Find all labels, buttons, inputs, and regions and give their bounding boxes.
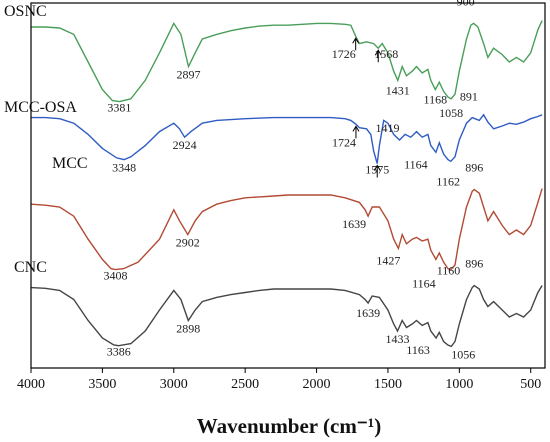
peak-label: 1163 xyxy=(406,343,430,357)
peak-label: 3408 xyxy=(104,269,128,283)
x-tick-label: 500 xyxy=(520,377,541,392)
peak-label: 1431 xyxy=(386,83,410,97)
x-axis: 4000 3500 3000 2500 2000 1500 1000 500 xyxy=(17,2,546,392)
series-label: OSNC xyxy=(4,3,47,20)
series-line xyxy=(31,113,543,164)
peak-label: 900 xyxy=(457,0,475,8)
series-label: MCC xyxy=(52,155,88,172)
peak-label: 1639 xyxy=(342,217,366,231)
peak-label: 1164 xyxy=(404,157,428,171)
peak-label: 2897 xyxy=(177,68,201,82)
x-tick-label: 1000 xyxy=(445,377,473,392)
peak-arrow xyxy=(352,125,360,139)
peak-label: 896 xyxy=(465,257,483,271)
peak-arrow xyxy=(352,37,360,51)
series-line xyxy=(30,284,543,348)
peak-label: 3348 xyxy=(112,161,136,175)
peak-label: 3381 xyxy=(107,101,131,115)
peak-label: 1160 xyxy=(437,263,461,277)
x-tick-label: 3000 xyxy=(160,377,188,392)
x-tick-label: 3500 xyxy=(88,377,116,392)
peak-label: 1162 xyxy=(436,175,460,189)
peak-label: 1058 xyxy=(439,106,463,120)
peak-label: 1726 xyxy=(332,47,356,61)
x-tick-label: 1500 xyxy=(374,377,402,392)
peak-label: 2902 xyxy=(176,236,200,250)
x-tick-label: 4000 xyxy=(17,377,45,392)
series-line xyxy=(31,20,543,103)
peak-label: 1639 xyxy=(356,306,380,320)
peak-label: 1433 xyxy=(386,332,410,346)
peak-label: 1419 xyxy=(376,121,400,135)
peak-label: 3386 xyxy=(107,345,131,359)
plot-frame xyxy=(30,2,546,369)
peak-label: 1427 xyxy=(376,253,400,267)
peak-label: 2898 xyxy=(176,322,200,336)
peak-label: 891 xyxy=(460,90,478,104)
peak-label: 1724 xyxy=(332,135,356,149)
peak-arrow xyxy=(373,164,381,178)
peak-label: 1568 xyxy=(374,47,398,61)
x-tick-label: 2000 xyxy=(303,377,331,392)
peak-label: 896 xyxy=(465,161,483,175)
x-axis-label: Wavenumber (cm⁻¹) xyxy=(197,414,381,438)
peak-arrow xyxy=(374,49,382,63)
x-tick-label: 2500 xyxy=(231,377,259,392)
peak-label: 2924 xyxy=(173,138,197,152)
series-label: MCC-OSA xyxy=(4,99,77,116)
series-line xyxy=(30,188,543,271)
peak-label: 1168 xyxy=(424,93,448,107)
peak-label: 1056 xyxy=(451,347,475,361)
peak-label: 1164 xyxy=(412,276,436,290)
